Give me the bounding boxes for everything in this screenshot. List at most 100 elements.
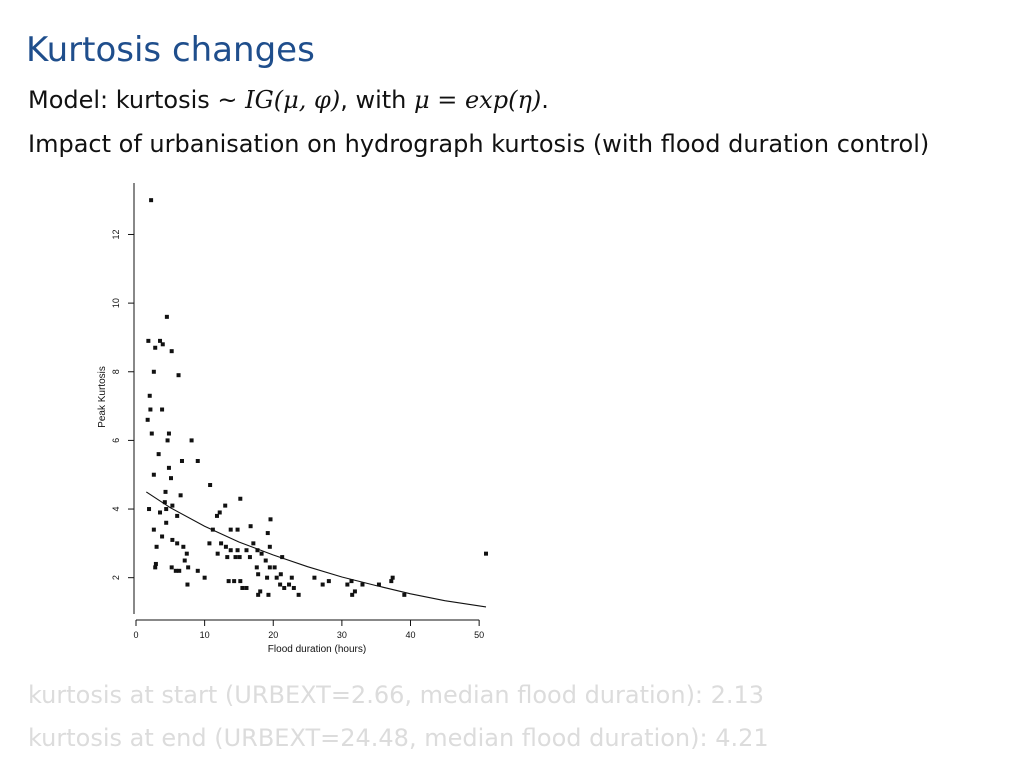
data-point (154, 544, 159, 549)
data-point (258, 589, 263, 594)
data-point (345, 582, 350, 587)
data-point (291, 585, 296, 590)
data-point (145, 417, 150, 422)
data-point (282, 585, 287, 590)
data-point (179, 458, 184, 463)
data-point (146, 338, 151, 343)
data-point (267, 544, 272, 549)
y-axis-label: Peak Kurtosis (97, 366, 108, 428)
data-point (349, 579, 354, 584)
data-point (265, 531, 270, 536)
data-point (217, 510, 222, 515)
data-point (151, 472, 156, 477)
data-point (376, 582, 381, 587)
data-point (223, 544, 228, 549)
data-point (153, 345, 158, 350)
data-point (223, 503, 228, 508)
data-point (162, 500, 167, 505)
data-point (151, 527, 156, 532)
data-point (148, 407, 153, 412)
data-point (170, 537, 175, 542)
model-formula: IG(μ, φ) (245, 86, 341, 114)
data-point (255, 548, 260, 553)
data-point (164, 314, 169, 319)
data-point (169, 476, 173, 481)
x-tick-label: 50 (474, 630, 484, 640)
data-point (166, 465, 171, 470)
kurtosis-scatter-plot: 0 10 20 30 40 50 2 4 6 8 10 12 Flood duration (hour… (97, 183, 488, 655)
y-tick-label: 4 (111, 507, 121, 512)
data-point (266, 592, 271, 597)
fit-line (145, 491, 487, 608)
model-line: Model: kurtosis ~ IG(μ, φ), with μ = exp… (28, 86, 549, 114)
data-point (228, 527, 233, 532)
data-point (219, 541, 224, 546)
data-point (360, 582, 365, 587)
result-end: kurtosis at end (URBEXT=24.48, median fl… (28, 724, 769, 752)
data-point (296, 592, 301, 597)
data-point (228, 548, 233, 553)
data-point (265, 575, 270, 580)
data-point (160, 534, 165, 539)
data-point (175, 513, 180, 518)
data-point (259, 551, 264, 556)
data-point (158, 510, 163, 515)
data-point (278, 572, 283, 577)
data-point (189, 438, 194, 443)
y-tick-label: 2 (111, 575, 121, 580)
plot-points (145, 198, 488, 597)
data-point (195, 458, 200, 463)
data-point (170, 503, 175, 508)
data-point (280, 555, 285, 560)
data-point (153, 565, 158, 570)
data-point (389, 579, 394, 584)
data-point (178, 493, 183, 498)
data-point (147, 507, 152, 512)
model-suffix: . (541, 86, 549, 114)
x-tick-label: 0 (133, 630, 138, 640)
data-point (251, 541, 256, 546)
x-tick-label: 40 (406, 630, 416, 640)
data-point (278, 582, 283, 587)
data-point (169, 565, 174, 570)
data-point (156, 452, 161, 457)
model-link: μ = exp(η) (414, 86, 542, 114)
data-point (160, 342, 165, 347)
data-point (268, 517, 273, 522)
model-prefix: Model: kurtosis ~ (28, 86, 246, 114)
data-point (186, 565, 191, 570)
data-point (232, 579, 237, 584)
data-point (153, 561, 158, 566)
data-point (238, 579, 243, 584)
y-tick-label: 10 (111, 298, 121, 308)
data-point (151, 369, 156, 374)
data-point (350, 592, 355, 597)
data-point (240, 585, 245, 590)
data-point (244, 585, 249, 590)
data-point (166, 431, 171, 436)
data-point (147, 393, 152, 398)
data-point (247, 555, 252, 560)
slide-title: Kurtosis changes (26, 30, 315, 70)
data-point (165, 438, 170, 443)
data-point (160, 407, 165, 412)
data-point (164, 507, 169, 512)
data-point (248, 524, 253, 529)
data-point (214, 513, 219, 518)
data-point (267, 565, 272, 570)
x-tick-label: 20 (268, 630, 278, 640)
data-point (289, 575, 294, 580)
data-point (256, 572, 261, 577)
data-point (149, 198, 154, 203)
data-point (181, 544, 186, 549)
data-point (226, 579, 231, 584)
data-point (263, 558, 268, 563)
data-point (272, 565, 277, 570)
data-point (256, 592, 261, 597)
data-point (402, 592, 407, 597)
y-tick-label: 6 (111, 438, 121, 443)
data-point (484, 551, 488, 556)
data-point (326, 579, 331, 584)
data-point (163, 489, 168, 494)
data-point (177, 568, 182, 573)
